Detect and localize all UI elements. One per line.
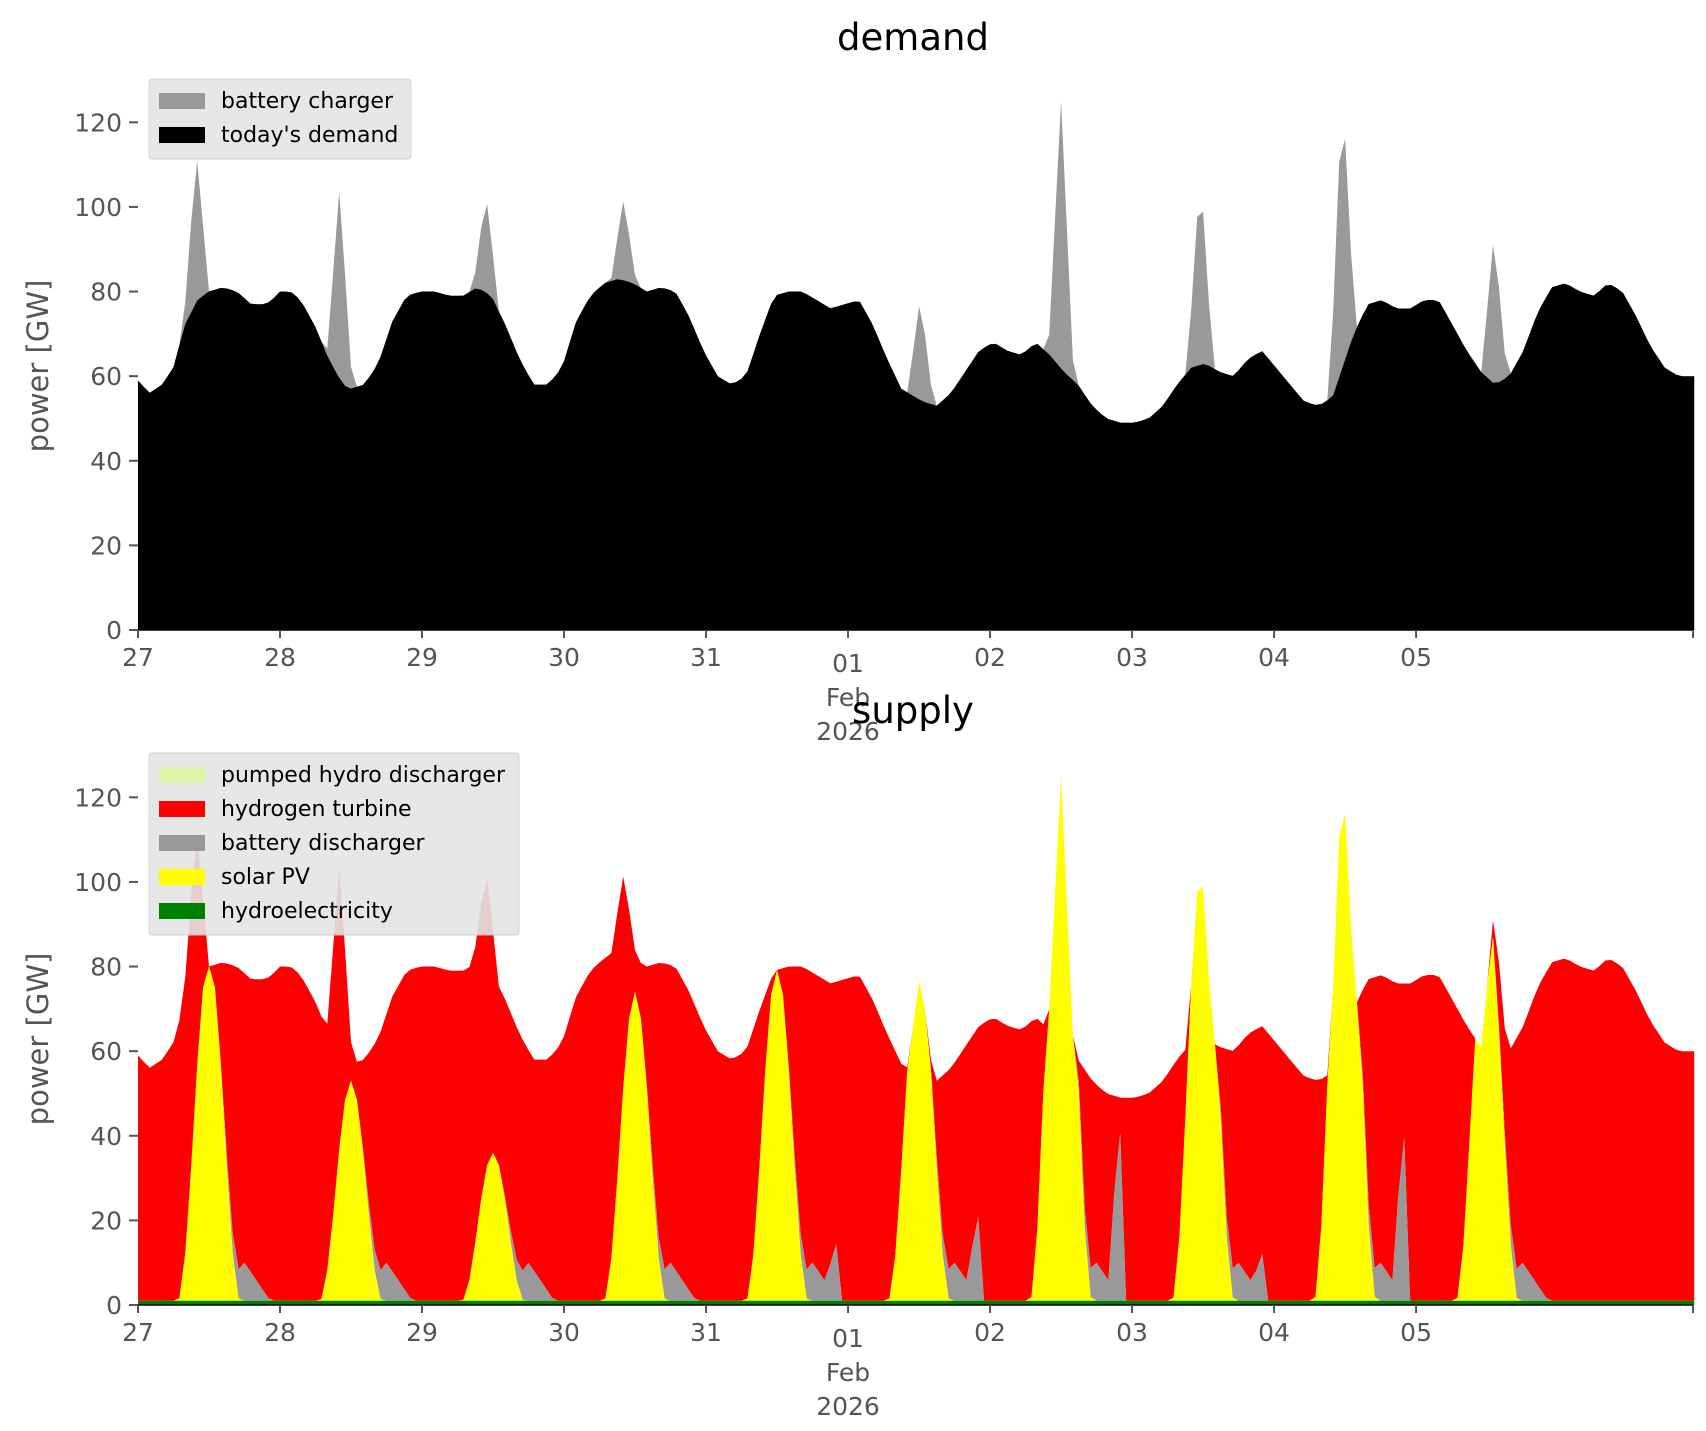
- y-tick-label: 100: [74, 193, 122, 222]
- x-tick-label: 03: [1116, 643, 1148, 672]
- x-tick-label: 29: [406, 1318, 438, 1347]
- x-tick-label: 03: [1116, 1318, 1148, 1347]
- legend-label: today's demand: [221, 123, 398, 148]
- x-tick-label: 27: [122, 643, 154, 672]
- y-tick-label: 120: [74, 108, 122, 137]
- demand-legend: battery charger today's demand: [148, 78, 412, 160]
- x-tick-label: 31: [690, 643, 722, 672]
- x-tick-label: 05: [1400, 1318, 1432, 1347]
- legend-swatch: [159, 127, 205, 143]
- x-tick-label: 30: [548, 1318, 580, 1347]
- demand-areas: [138, 101, 1695, 630]
- legend-label: hydroelectricity: [221, 899, 393, 924]
- legend-swatch: [159, 801, 205, 817]
- x-tick-label: 31: [690, 1318, 722, 1347]
- x-tick-label: 02: [974, 643, 1006, 672]
- x-tick-label: 01: [832, 649, 864, 678]
- x-tick-sublabel: 2026: [816, 717, 880, 746]
- todays-demand-area: [138, 279, 1695, 630]
- y-tick-label: 100: [74, 868, 122, 897]
- legend-swatch: [159, 869, 205, 885]
- x-tick-label: 01: [832, 1324, 864, 1353]
- demand-ylabel: power [GW]: [21, 280, 55, 453]
- y-tick-label: 40: [90, 447, 122, 476]
- y-tick-label: 20: [90, 531, 122, 560]
- x-tick-label: 29: [406, 643, 438, 672]
- legend-label: battery discharger: [221, 831, 426, 856]
- y-tick-label: 40: [90, 1122, 122, 1151]
- legend-label: solar PV: [221, 865, 310, 890]
- legend-swatch: [159, 93, 205, 109]
- y-tick-label: 80: [90, 278, 122, 307]
- solar-pv-area: [138, 776, 1695, 1301]
- x-tick-label: 05: [1400, 643, 1432, 672]
- x-tick-label: 04: [1258, 1318, 1290, 1347]
- demand-title: demand: [837, 16, 989, 59]
- x-tick-label: 27: [122, 1318, 154, 1347]
- legend-box: [148, 752, 520, 936]
- supply-axes: 0 20 40 60 80 100 120 27 28 29 30 31 01 Feb 2026 02 03 04…: [74, 783, 1694, 1421]
- legend-swatch: [159, 767, 205, 783]
- y-tick-label: 60: [90, 362, 122, 391]
- legend-box: [148, 78, 412, 160]
- y-tick-label: 20: [90, 1206, 122, 1235]
- y-tick-label: 60: [90, 1037, 122, 1066]
- legend-label: pumped hydro discharger: [221, 763, 506, 788]
- legend-swatch: [159, 835, 205, 851]
- y-tick-label: 0: [106, 616, 122, 645]
- supply-legend: pumped hydro discharger hydrogen turbine b…: [148, 752, 520, 936]
- x-tick-sublabel: Feb: [826, 1358, 870, 1387]
- x-tick-sublabel: 2026: [816, 1392, 880, 1421]
- y-tick-label: 120: [74, 783, 122, 812]
- x-tick-label: 04: [1258, 643, 1290, 672]
- legend-swatch: [159, 903, 205, 919]
- supply-ylabel: power [GW]: [21, 953, 55, 1126]
- hydrogen-turbine-area: [138, 776, 1695, 1301]
- demand-axes: 0 20 40 60 80 100 120 27 28 29 30 31 01 Feb 2026 02 03 04…: [74, 108, 1694, 746]
- hydroelectricity-area: [138, 1300, 1695, 1305]
- x-tick-label: 28: [264, 643, 296, 672]
- x-tick-label: 28: [264, 1318, 296, 1347]
- supply-title: supply: [852, 689, 974, 732]
- y-tick-label: 80: [90, 953, 122, 982]
- x-tick-sublabel: Feb: [826, 683, 870, 712]
- legend-label: hydrogen turbine: [221, 797, 412, 822]
- legend-label: battery charger: [221, 89, 394, 114]
- y-tick-label: 0: [106, 1291, 122, 1320]
- x-tick-label: 02: [974, 1318, 1006, 1347]
- supply-areas: [138, 776, 1695, 1305]
- x-tick-label: 30: [548, 643, 580, 672]
